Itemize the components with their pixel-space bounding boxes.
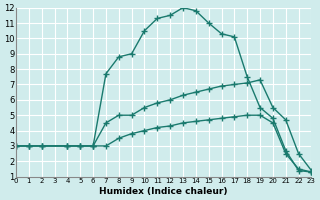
- X-axis label: Humidex (Indice chaleur): Humidex (Indice chaleur): [100, 187, 228, 196]
